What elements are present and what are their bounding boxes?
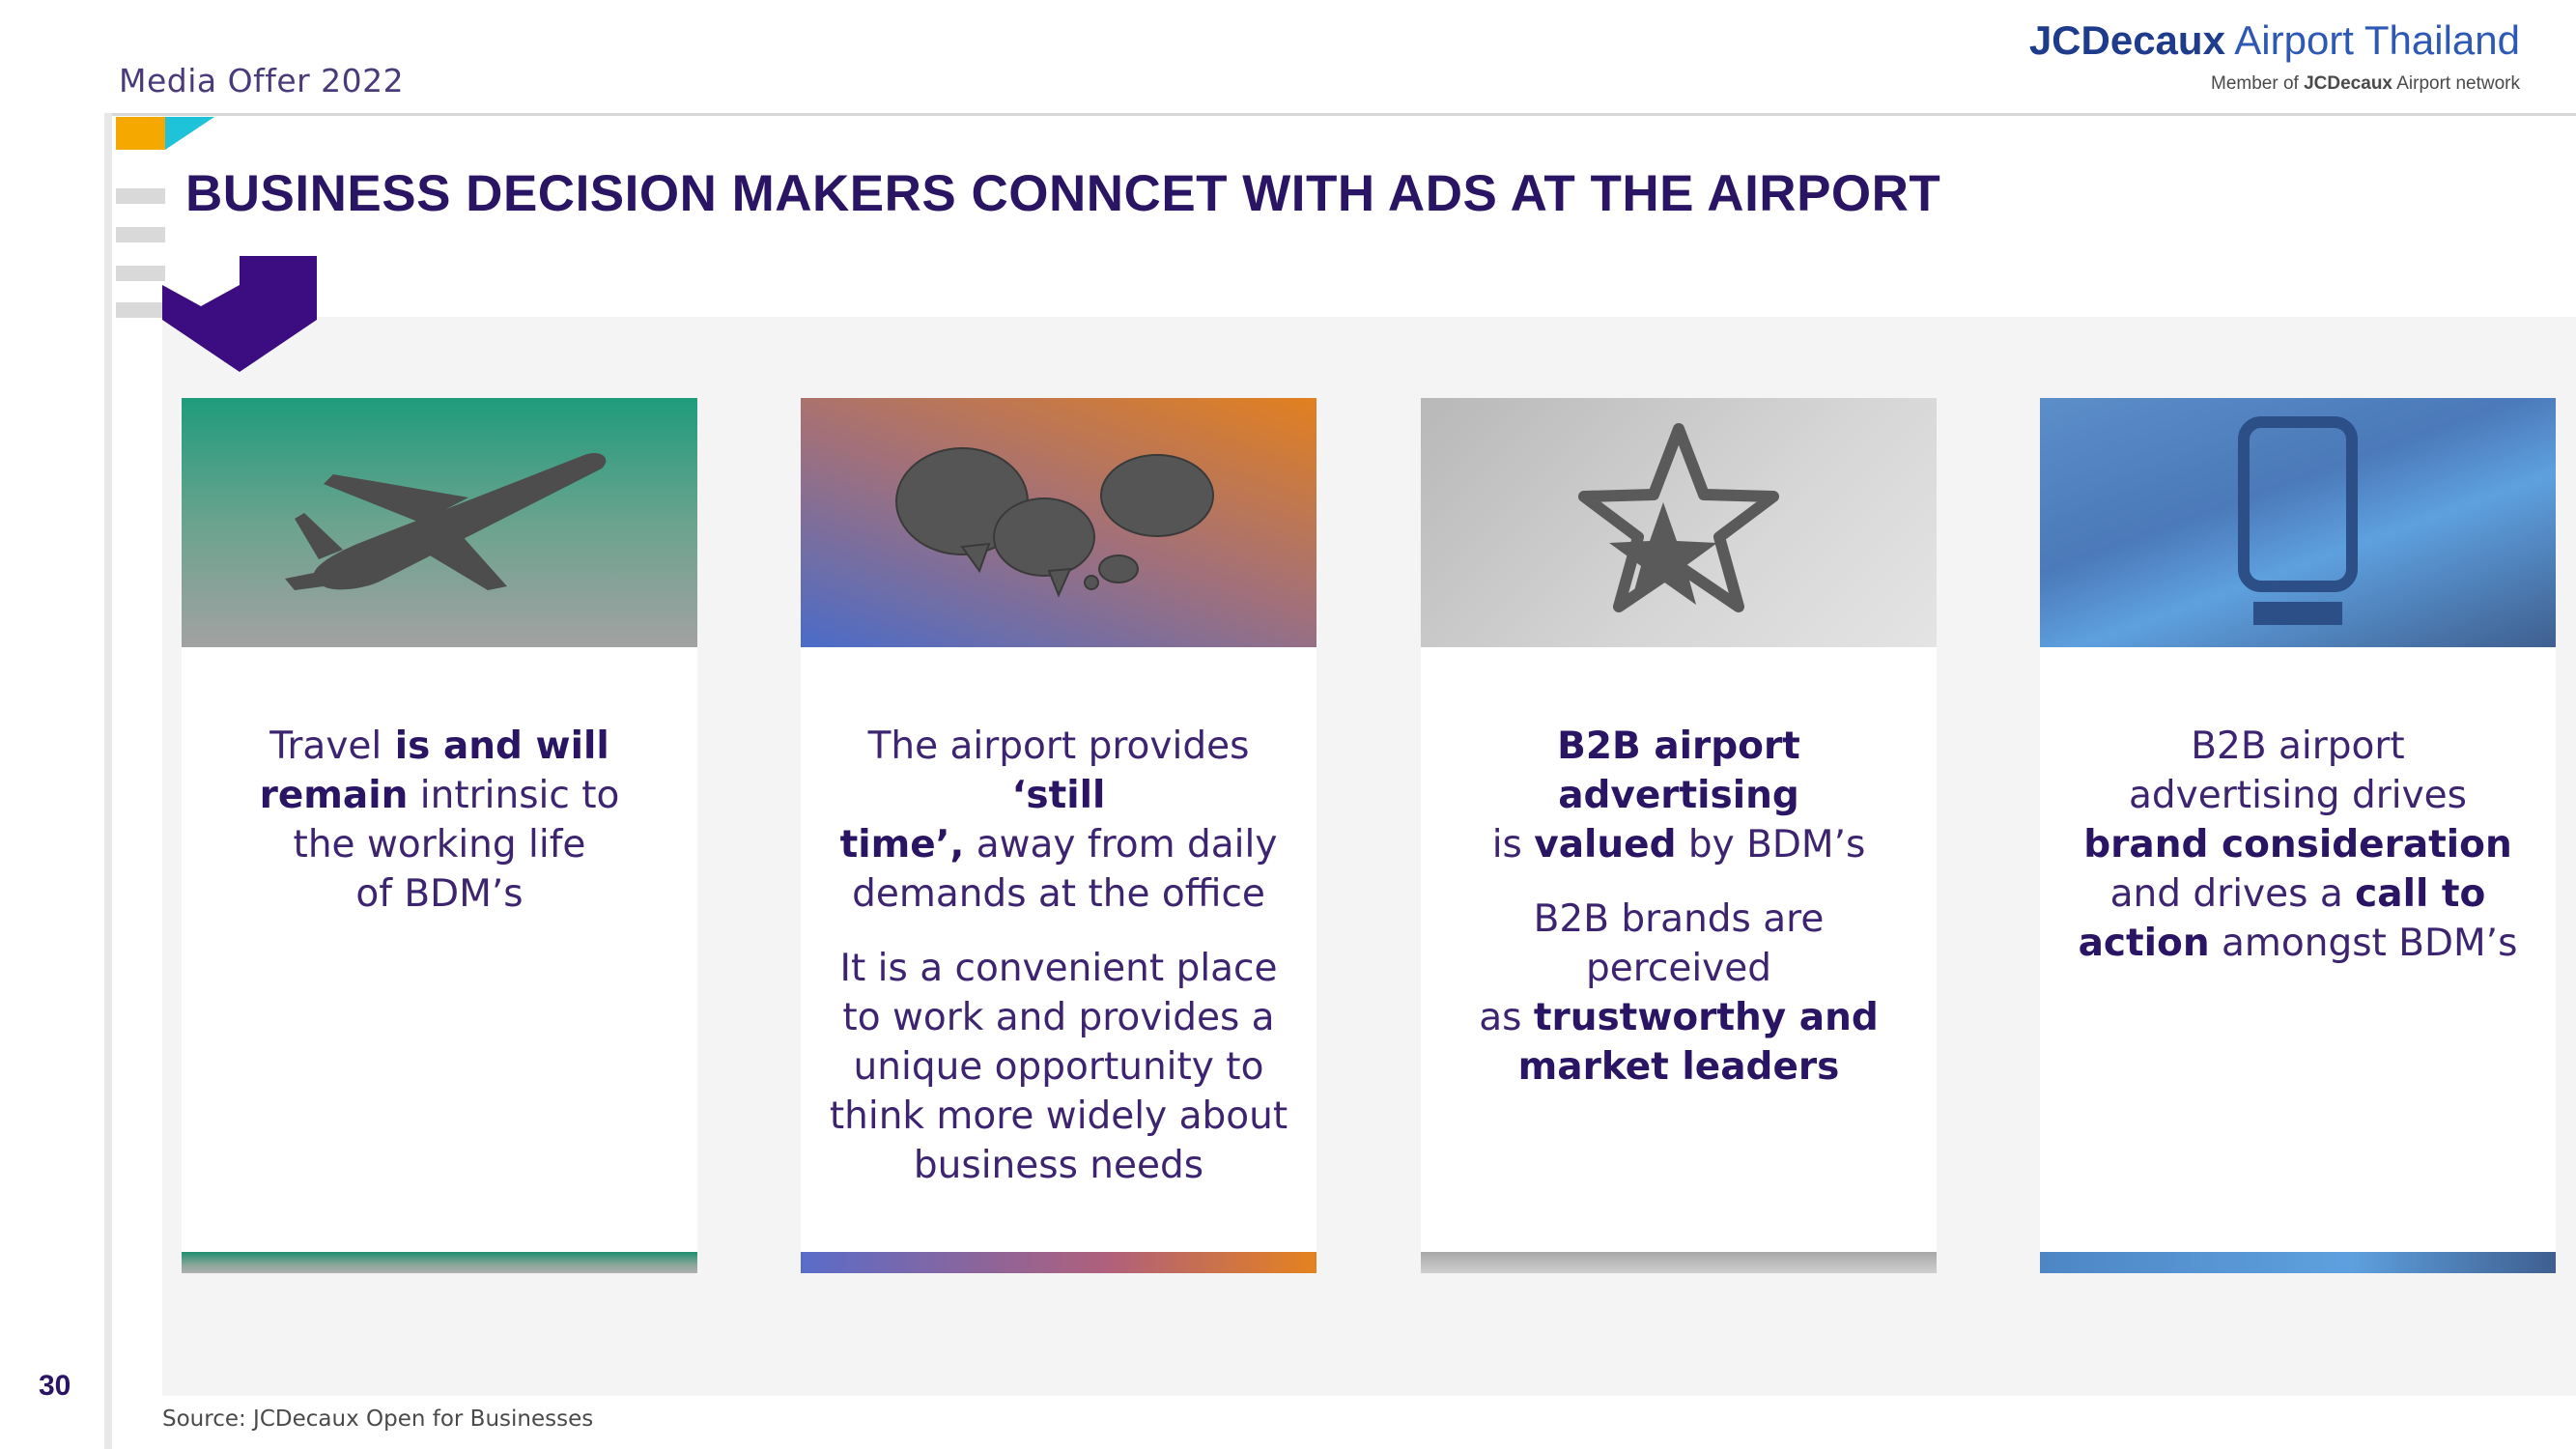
text-bold: valued	[1534, 823, 1677, 867]
brand-subtitle: Member of JCDecaux Airport network	[2029, 73, 2520, 95]
text-run: B2B airport	[2191, 724, 2405, 768]
text-bold: time’,	[839, 823, 965, 867]
card-still-time: The airport provides ‘still time’, away …	[801, 398, 1316, 1273]
card-bar	[182, 1252, 697, 1273]
accent-stripe	[116, 266, 165, 281]
brand-sub-bold: JCDecaux	[2304, 73, 2392, 94]
airplane-icon	[285, 452, 607, 590]
left-divider	[104, 113, 112, 1449]
text-run: demands at the office	[852, 872, 1265, 916]
text-run: amongst BDM’s	[2209, 922, 2518, 965]
chevron-down-icon	[162, 256, 317, 372]
card-text: B2B airport advertising is valued by BDM…	[1440, 722, 1917, 1117]
star-icon	[1578, 423, 1779, 612]
text-bold: trustworthy and	[1533, 996, 1879, 1039]
header-divider	[104, 113, 2576, 116]
text-run: intrinsic to	[408, 774, 620, 817]
accent-square	[116, 117, 165, 150]
page-title: BUSINESS DECISION MAKERS CONNCET WITH AD…	[185, 165, 1941, 222]
text-run: the working life	[293, 823, 586, 867]
page-number: 30	[39, 1370, 71, 1402]
text-run: It is a convenient place	[839, 947, 1278, 990]
card-text: B2B airport advertising drives brand con…	[2059, 722, 2536, 993]
header-label: Media Offer 2022	[119, 62, 405, 99]
text-run: away from daily	[964, 823, 1278, 867]
text-bold: remain	[259, 774, 409, 817]
text-run: unique opportunity to	[853, 1045, 1264, 1089]
text-run: as	[1479, 996, 1534, 1039]
text-run: of BDM’s	[355, 872, 524, 916]
brand-wordmark: JCDecaux Airport Thailand	[2029, 17, 2520, 64]
accent-stripe	[116, 302, 165, 318]
card-image	[2040, 398, 2556, 647]
card-image	[182, 398, 697, 647]
card-bar	[2040, 1252, 2556, 1273]
card-text: The airport provides ‘still time’, away …	[820, 722, 1297, 1215]
card-text: Travel is and will remain intrinsic to t…	[201, 722, 678, 944]
text-run: The airport provides	[867, 724, 1250, 768]
text-run: to work and provides a	[842, 996, 1275, 1039]
card-bar	[801, 1252, 1316, 1273]
text-run: is	[1491, 823, 1535, 867]
source-note: Source: JCDecaux Open for Businesses	[162, 1406, 594, 1432]
text-bold: brand consideration	[2083, 823, 2512, 867]
text-bold: action	[2078, 922, 2210, 965]
text-bold: market leaders	[1517, 1045, 1840, 1089]
speech-bubbles-icon	[895, 447, 1214, 598]
text-run: business needs	[913, 1144, 1204, 1187]
text-run: and drives a	[2109, 872, 2356, 916]
card-b2b-valued: B2B airport advertising is valued by BDM…	[1421, 398, 1937, 1273]
text-bold: call to	[2355, 872, 2486, 916]
text-bold: ‘still	[1011, 774, 1106, 817]
text-run: by BDM’s	[1676, 823, 1866, 867]
card-travel: Travel is and will remain intrinsic to t…	[182, 398, 697, 1273]
accent-triangle	[165, 117, 214, 150]
brand-bold: JCDecaux	[2028, 17, 2225, 63]
card-image	[1421, 398, 1937, 647]
accent-stripe	[116, 227, 165, 242]
brand-sub-suffix: Airport network	[2392, 73, 2520, 94]
accent-stripe	[116, 188, 165, 204]
phone-icon	[2238, 416, 2358, 625]
card-bar	[1421, 1252, 1937, 1273]
brand-light: Airport Thailand	[2224, 17, 2520, 63]
text-run: B2B brands are perceived	[1533, 897, 1825, 990]
brand-sub-prefix: Member of	[2211, 73, 2305, 94]
text-bold: is and will	[382, 724, 609, 768]
text-run: Travel	[269, 724, 382, 768]
brand-logo: JCDecaux Airport Thailand Member of JCDe…	[2029, 17, 2520, 95]
text-bold: B2B airport advertising	[1557, 724, 1800, 817]
card-image	[801, 398, 1316, 647]
text-run: think more widely about	[829, 1094, 1288, 1138]
card-brand-consideration: B2B airport advertising drives brand con…	[2040, 398, 2556, 1273]
text-run: advertising drives	[2129, 774, 2467, 817]
